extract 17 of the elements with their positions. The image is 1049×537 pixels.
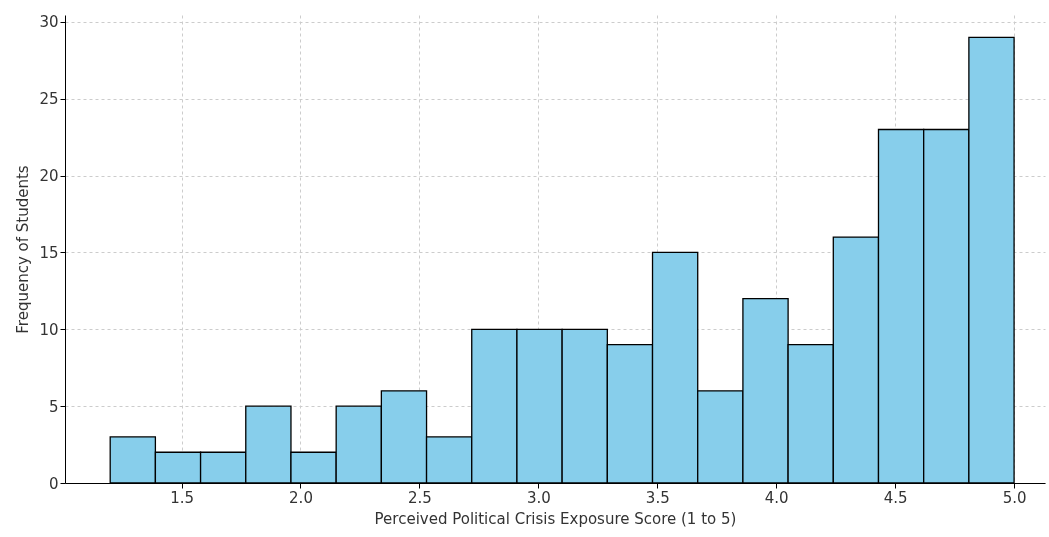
y-tick-label: 0 xyxy=(48,474,59,493)
y-tick-label: 20 xyxy=(39,167,59,186)
x-tick-label: 5.0 xyxy=(1002,488,1027,507)
x-axis-title: Perceived Political Crisis Exposure Score (1 to 5) xyxy=(374,509,737,528)
x-tick-label: 3.5 xyxy=(645,488,670,507)
x-tick-label: 4.0 xyxy=(764,488,789,507)
x-tick-label: 1.5 xyxy=(170,488,194,507)
y-tick-label: 15 xyxy=(39,243,59,262)
x-tick-label: 4.5 xyxy=(883,488,908,507)
x-tick-label: 3.0 xyxy=(526,488,551,507)
y-tick-label: 30 xyxy=(39,13,59,32)
x-tick-label: 2.0 xyxy=(289,488,313,507)
x-tick-label: 2.5 xyxy=(407,488,432,507)
y-axis-title: Frequency of Students xyxy=(14,165,33,334)
y-tick-label: 25 xyxy=(39,90,59,109)
y-tick-label: 5 xyxy=(48,397,59,416)
y-tick-label: 10 xyxy=(39,320,59,339)
